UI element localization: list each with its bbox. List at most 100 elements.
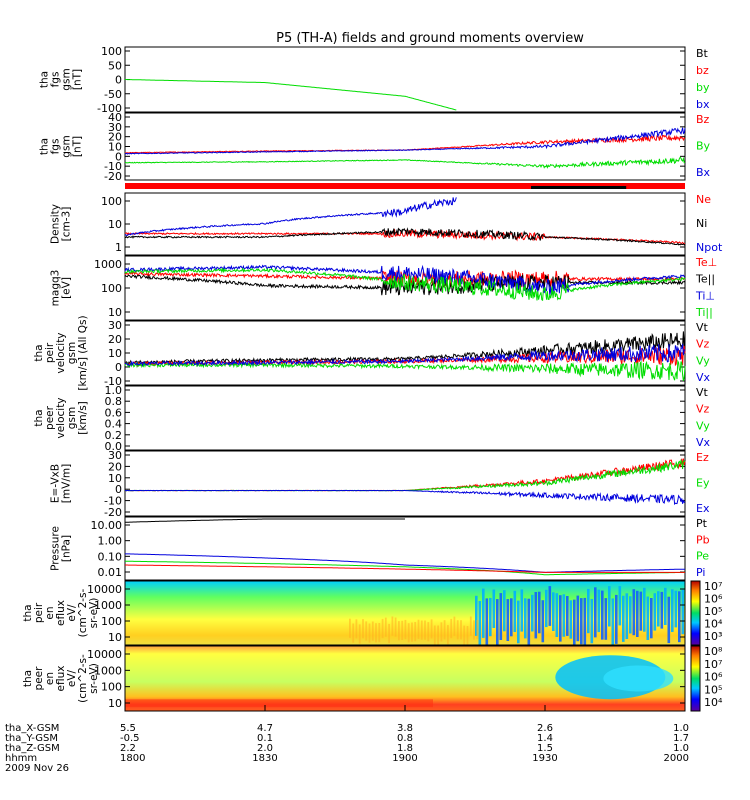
- legend-entry: Ne: [696, 193, 711, 206]
- spectrogram-peir-stripe: [450, 618, 453, 639]
- y-axis-label: Density [cm-3]: [50, 204, 73, 244]
- x-row-value: 2.0: [257, 743, 273, 754]
- spectrogram-peir-stripe: [469, 616, 472, 636]
- y-axis-label-line: peir: [44, 342, 56, 363]
- y-axis-label-line: sr-eV): [88, 663, 100, 694]
- spectrogram-peir-column: [643, 587, 646, 632]
- spectrogram-peir-stripe: [466, 626, 469, 646]
- y-axis-label-line: tha: [39, 138, 51, 155]
- spectrogram-peir-column: [587, 588, 590, 634]
- spectrogram-peir-column: [552, 592, 555, 631]
- series-pt: [124, 518, 405, 523]
- y-axis-label-line: [km/s] (All Qs): [77, 315, 89, 390]
- panel-peir-spectrogram: 10000 1000 100 10 tha peir en eflux eV/(cm^2-s-s…: [22, 580, 723, 649]
- spectrogram-peir-column: [650, 598, 653, 639]
- y-axis-label-line: tha: [33, 409, 45, 426]
- y-axis-label-line: eflux: [55, 600, 67, 626]
- panel-frame: [124, 516, 686, 581]
- x-row-value: 2000: [664, 753, 689, 764]
- x-row-label: tha_Z-GSM: [5, 743, 60, 754]
- x-row-value: 2.2: [120, 743, 136, 754]
- y-axis-label-line: gsm: [61, 135, 73, 157]
- legend-entry: bx: [696, 98, 710, 111]
- series-ni: [125, 227, 686, 246]
- panel-pressure: 10.00 1.00 0.10 0.01 Pressure [nPa] Pt Pb Pe Pi: [50, 516, 710, 581]
- spectrogram-peir-stripe: [476, 620, 479, 640]
- x-row-label: hhmm: [5, 753, 37, 764]
- spectrogram-peir-column: [576, 595, 580, 642]
- spectrogram-peir-column: [513, 590, 517, 632]
- spectrogram-peir-column: [499, 593, 503, 640]
- colorbar-label: 10⁸: [704, 645, 723, 658]
- y-axis-label-line: (cm^2-s-: [77, 654, 89, 703]
- y-tick-label: 0.8: [105, 395, 123, 408]
- colorbar-label: 10⁷: [704, 658, 722, 671]
- y-axis-label-line: [nPa]: [61, 535, 73, 562]
- panel-frame: [124, 385, 686, 451]
- spectrogram-peir-column: [583, 597, 587, 649]
- panel-peer-spectrogram: 10000 1000 100 10 tha peer en eflux eV/(cm^2-s-s…: [22, 645, 723, 712]
- colorbar-label: 10⁶: [704, 671, 723, 684]
- spectrogram-peir-column: [573, 599, 576, 645]
- spectrogram-peir-stripe: [443, 620, 446, 640]
- x-row-value: 1.4: [537, 733, 553, 744]
- legend: Bt bz by bx: [696, 47, 710, 111]
- spectrogram-peir-column: [517, 600, 520, 644]
- y-axis-label-line: [nT]: [72, 69, 84, 90]
- y-axis-label: tha peir en eflux eV/(cm^2-s-sr-eV): [22, 588, 100, 637]
- y-axis-label-line: Pressure: [50, 526, 62, 571]
- y-tick-label: 1.00: [98, 535, 123, 548]
- y-tick-label: 20: [108, 333, 122, 346]
- legend: Pt Pb Pe Pi: [696, 517, 710, 579]
- spectrogram-peir-stripe: [358, 624, 361, 644]
- series-ti: [124, 267, 686, 302]
- legend-entry: Vt: [696, 386, 709, 399]
- series-ey: [124, 458, 686, 492]
- legend-entry: Vy: [696, 419, 710, 432]
- y-axis-label-line: [eV]: [61, 277, 73, 299]
- y-axis-label-line: eflux: [55, 666, 67, 692]
- legend-entry: Te||: [695, 273, 715, 286]
- spectrogram-peir-column: [667, 596, 671, 644]
- spectrogram-peir-column: [657, 591, 660, 627]
- y-tick-label: 0.4: [105, 418, 123, 431]
- y-tick-label: 0.2: [105, 429, 123, 442]
- y-axis-label-line: eV/: [66, 604, 78, 622]
- panel-frame: [124, 450, 686, 517]
- spectrogram-peir-stripe: [375, 623, 377, 643]
- y-tick-label: 30: [108, 121, 122, 134]
- spectrogram-peir-column: [531, 594, 534, 632]
- y-tick-label: 50: [108, 59, 122, 72]
- spectrogram-peir-column: [545, 589, 548, 628]
- spectrogram-peir-stripe: [420, 620, 423, 640]
- series-ez: [124, 458, 686, 492]
- y-tick-label: 10: [108, 631, 122, 644]
- spectrogram-peir-stripe: [430, 619, 433, 639]
- spectrogram-peir-column: [590, 598, 594, 644]
- spectrogram-peir-column: [653, 593, 657, 631]
- x-date-label: 2009 Nov 26: [5, 763, 69, 774]
- y-axis-label: tha peer en eflux eV/(cm^2-s-sr-eV): [22, 654, 100, 703]
- y-tick-label: -20: [104, 170, 122, 183]
- y-axis-label: tha fgs gsm [nT]: [39, 135, 84, 157]
- legend-entry: Bt: [696, 47, 709, 60]
- y-axis-label-line: [mV/m]: [61, 464, 73, 503]
- y-axis-label: magq3 [eV]: [50, 270, 73, 307]
- spectrogram-peir-column: [639, 591, 643, 631]
- spectrogram-peir-stripe: [407, 623, 410, 643]
- x-row-value: 1.5: [537, 743, 553, 754]
- y-axis-label-line: tha: [39, 71, 51, 88]
- legend-entry: Vx: [696, 436, 711, 449]
- spectrogram-peir-stripe: [460, 620, 462, 640]
- panel-frame: [124, 192, 686, 256]
- panel-temperature: 1000 100 10 magq3 [eV] Te⊥ Te|| Ti⊥ Ti||: [50, 255, 717, 321]
- y-tick-label: 10000: [87, 583, 122, 596]
- spectrogram-peir-column: [625, 593, 629, 639]
- x-row-label: tha_Y-GSM: [5, 733, 58, 744]
- spectrogram-peir-stripe: [456, 620, 459, 640]
- x-axis-annotation: tha_X-GSM 5.5 4.7 3.8 2.6 1.0 tha_Y-GSM -0.5 0.1…: [5, 705, 689, 774]
- spectrogram-peir-column: [478, 600, 482, 647]
